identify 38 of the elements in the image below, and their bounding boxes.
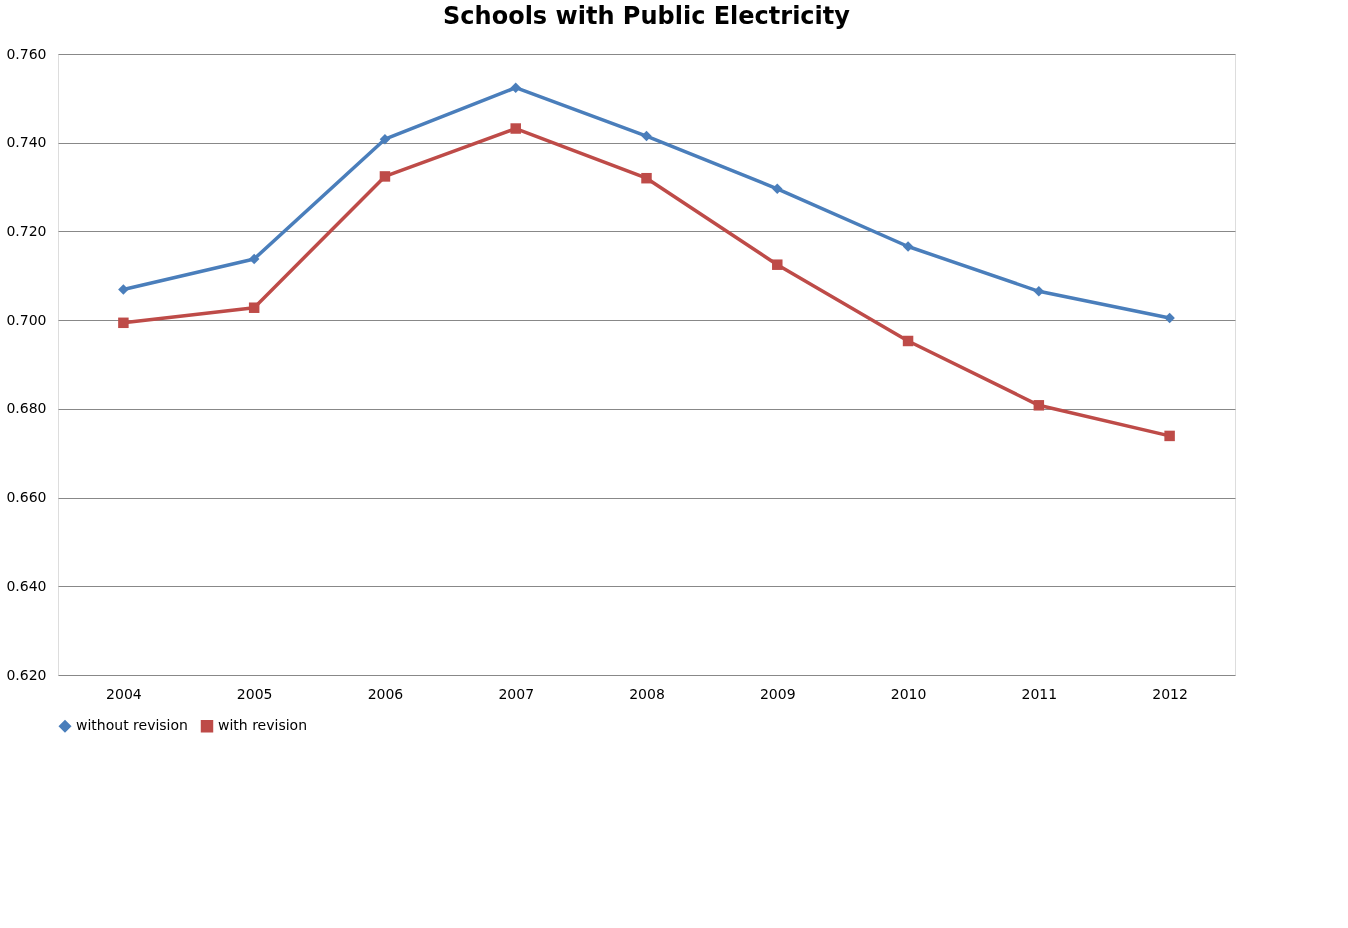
x-tick-label: 2007 — [498, 685, 535, 702]
point — [379, 133, 391, 145]
y-tick-label: 0.680 — [6, 400, 47, 417]
y-tick-label: 0.760 — [6, 45, 47, 62]
x-tick-label: 2005 — [236, 685, 273, 702]
point — [118, 284, 129, 295]
x-tick-label: 2004 — [106, 685, 142, 702]
point — [379, 171, 391, 182]
point — [118, 317, 129, 329]
legend-label: without revision — [76, 717, 188, 734]
y-tick-label: 0.640 — [6, 577, 47, 594]
x-tick-label: 2008 — [629, 685, 665, 702]
y-tick-label: 0.700 — [6, 311, 47, 328]
point — [248, 253, 260, 265]
point — [1164, 430, 1175, 442]
chart-title: Schools with Public Electricity — [443, 2, 851, 30]
point — [510, 82, 521, 93]
point — [772, 259, 783, 270]
y-tick-label: 0.720 — [6, 222, 47, 239]
x-tick-label: 2006 — [367, 685, 404, 702]
point — [510, 123, 521, 134]
x-tick-label: 2011 — [1021, 685, 1058, 702]
point — [902, 335, 914, 347]
y-tick-label: 0.740 — [6, 134, 47, 151]
point — [248, 302, 260, 313]
point — [1033, 286, 1045, 297]
y-tick-label: 0.660 — [6, 489, 47, 506]
point — [1033, 400, 1045, 411]
point — [902, 241, 914, 252]
legend-label: with revision — [218, 717, 308, 734]
point — [772, 183, 783, 195]
point — [641, 172, 652, 184]
point — [1164, 312, 1175, 324]
x-tick-label: 2010 — [890, 685, 927, 702]
x-tick-label: 2009 — [759, 685, 796, 702]
y-tick-label: 0.620 — [6, 666, 47, 683]
point — [641, 130, 652, 142]
x-tick-label: 2012 — [1152, 685, 1188, 702]
